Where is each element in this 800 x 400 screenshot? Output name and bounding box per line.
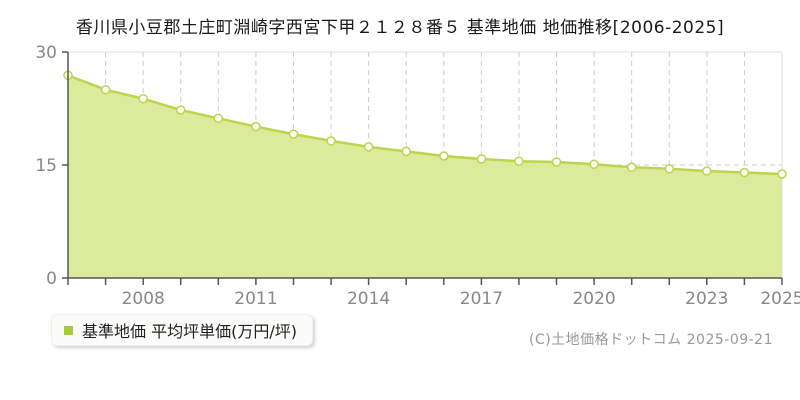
svg-text:2014: 2014 xyxy=(347,289,390,309)
legend: 基準地価 平均坪単価(万円/坪) xyxy=(51,314,313,346)
svg-text:15: 15 xyxy=(35,156,57,176)
svg-text:2008: 2008 xyxy=(122,289,165,309)
legend-label: 基準地価 平均坪単価(万円/坪) xyxy=(82,322,297,341)
svg-text:30: 30 xyxy=(35,43,57,63)
svg-text:2025: 2025 xyxy=(760,289,800,309)
svg-text:2017: 2017 xyxy=(460,289,503,309)
svg-text:2023: 2023 xyxy=(685,289,728,309)
legend-marker-icon xyxy=(64,325,73,335)
price-trend-chart: 0 15 30 2008 2011 2014 2017 2020 2023 2025 xyxy=(35,43,800,309)
svg-text:2011: 2011 xyxy=(234,289,277,309)
svg-text:0: 0 xyxy=(46,269,57,289)
svg-text:2020: 2020 xyxy=(572,289,615,309)
copyright-text: (C)土地価格ドットコム 2025-09-21 xyxy=(528,332,773,348)
page-title: 香川県小豆郡土庄町淵崎字西宮下甲２１２８番５ 基準地価 地価推移[2006-20… xyxy=(75,18,725,38)
